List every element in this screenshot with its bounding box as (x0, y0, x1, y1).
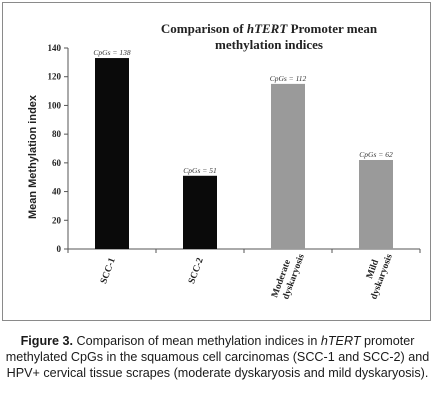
y-tick-label: 100 (48, 100, 62, 110)
x-category-label: Milddyskaryosis (359, 249, 395, 301)
y-tick-label: 20 (52, 215, 62, 225)
x-category-label: Moderatedyskaryosis (270, 249, 307, 303)
x-category-label: SCC-1 (99, 256, 118, 285)
y-tick-label: 60 (52, 158, 62, 168)
data-label: CpGs = 51 (183, 166, 216, 175)
bar-chart: Comparison of hTERT Promoter mean methyl… (27, 21, 421, 303)
chart-title-line2: methylation indices (215, 37, 323, 52)
y-tick-label: 0 (57, 244, 62, 254)
bar (359, 159, 393, 249)
bar (271, 83, 305, 250)
bar (95, 58, 129, 249)
y-tick-label: 40 (52, 187, 62, 197)
data-label: CpGs = 138 (93, 48, 130, 57)
chart-title-line1: Comparison of hTERT Promoter mean (161, 21, 378, 36)
plot-area: 0 20 40 60 80 100 120 140 CpGs = 138 SCC-1 CpGs = … (48, 43, 421, 303)
caption-label: Figure 3. (20, 334, 74, 348)
caption-text-2: promoter methylated CpGs in the squamous… (5, 334, 430, 380)
y-axis-label: Mean Methylation index (27, 94, 39, 219)
caption-text-1: Comparison of mean methylation indices i… (73, 334, 321, 348)
bar (183, 175, 217, 249)
data-label: CpGs = 62 (359, 150, 393, 159)
y-tick-label: 80 (52, 129, 62, 139)
caption-italic: hTERT (320, 334, 361, 348)
data-label: CpGs = 112 (270, 74, 307, 83)
y-tick-label: 120 (48, 72, 62, 82)
figure-caption: Figure 3. Comparison of mean methylation… (0, 333, 435, 381)
y-tick-label: 140 (48, 43, 62, 53)
x-category-label: SCC-2 (187, 256, 206, 285)
